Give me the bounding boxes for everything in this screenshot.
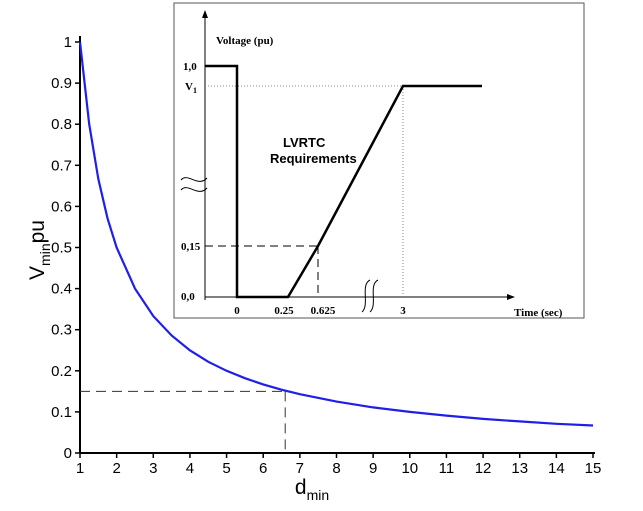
x-tick-label: 14: [548, 460, 565, 477]
y-tick-label: 0.9: [51, 75, 72, 92]
y-tick-label: 0.1: [51, 404, 72, 421]
x-tick-label: 6: [259, 460, 267, 477]
y-tick-label: 0.6: [51, 198, 72, 215]
inset-xtick-0: 0: [234, 305, 240, 317]
inset-x-break-1: [361, 279, 371, 313]
y-tick-label: 0.8: [51, 116, 72, 133]
x-tick-label: 15: [585, 460, 602, 477]
y-tick-label: 1: [64, 34, 72, 51]
x-tick-label: 8: [332, 460, 340, 477]
x-tick-label: 7: [296, 460, 304, 477]
inset-title-line1: LVRTC: [283, 135, 326, 150]
y-tick-label: 0: [64, 445, 72, 462]
x-tick-label: 13: [511, 460, 528, 477]
inset-xtick-3: 3: [400, 305, 406, 317]
x-tick-label: 10: [401, 460, 418, 477]
main-curve-layer: [78, 41, 594, 427]
inset-x-break-2: [369, 279, 379, 313]
inset-y-break-2: [180, 187, 208, 192]
inset-y-break-1: [180, 177, 208, 182]
inset-y-arrow: [202, 10, 208, 18]
x-tick-label: 3: [149, 460, 157, 477]
y-tick-label: 0.3: [51, 322, 72, 339]
inset-ytick-v1: V1: [185, 81, 197, 95]
inset-requirement-line: [205, 64, 482, 299]
inset-xtick-025: 0.25: [274, 305, 294, 317]
inset-title-line2: Requirements: [270, 151, 357, 166]
x-axis-title: dmin: [295, 476, 329, 503]
inset-ytick-1: 1,0: [183, 61, 197, 73]
main-axes: 00.10.20.30.40.50.60.70.80.911 2 3 4 5 6 7 8 9 10…: [51, 34, 601, 477]
inset-x-label: Time (sec): [514, 307, 563, 319]
inset-ytick-015: 0,15: [181, 241, 201, 253]
inset-frame: [173, 2, 585, 319]
x-tick-label: 12: [475, 460, 492, 477]
y-tick-label: 0.2: [51, 363, 72, 380]
inset-ytick-0: 0,0: [181, 291, 195, 303]
x-tick-label: 11: [439, 460, 455, 477]
y-axis-title: Vminpu: [26, 220, 53, 280]
inset-diagram: Voltage (pu) Time (sec) LVRTC Requiremen…: [173, 2, 585, 319]
x-tick-label: 2: [112, 460, 120, 477]
inset-y-label: Voltage (pu): [216, 35, 274, 47]
vmin-curve: [78, 41, 594, 427]
y-tick-label: 0.5: [51, 240, 72, 257]
x-tick-label: 5: [222, 460, 230, 477]
x-tick-label: 4: [186, 460, 194, 477]
inset-xtick-0625: 0.625: [311, 305, 336, 317]
y-tick-label: 0.7: [51, 157, 72, 174]
x-tick-label: 9: [369, 460, 377, 477]
inset-x-arrow: [507, 294, 515, 300]
x-tick-label: 1: [76, 460, 84, 477]
y-tick-label: 0.4: [51, 281, 72, 298]
